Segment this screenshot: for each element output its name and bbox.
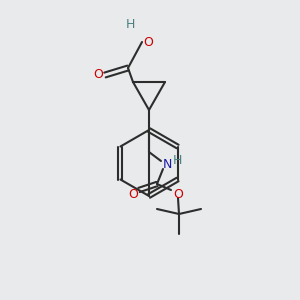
Text: O: O <box>143 35 153 49</box>
Text: H: H <box>125 17 135 31</box>
Text: O: O <box>93 68 103 82</box>
Text: N: N <box>162 158 172 170</box>
Text: O: O <box>173 188 183 200</box>
Text: O: O <box>128 188 138 200</box>
Text: H: H <box>172 154 182 167</box>
